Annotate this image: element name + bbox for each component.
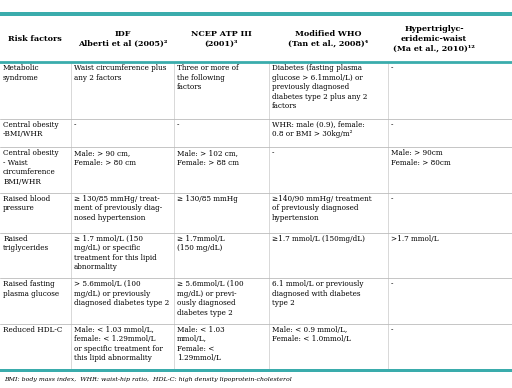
Text: ≥ 5.6mmol/L (100
mg/dL) or previ-
ously diagnosed
diabetes type 2: ≥ 5.6mmol/L (100 mg/dL) or previ- ously … [177, 280, 244, 317]
Text: -: - [391, 64, 394, 72]
Text: ≥140/90 mmHg/ treatment
of previously diagnosed
hypertension: ≥140/90 mmHg/ treatment of previously di… [272, 195, 372, 222]
Text: 6.1 mmol/L or previously
diagnosed with diabetes
type 2: 6.1 mmol/L or previously diagnosed with … [272, 280, 364, 307]
Text: NCEP ATP III
(2001)³: NCEP ATP III (2001)³ [191, 30, 252, 48]
Text: ≥1.7 mmol/L (150mg/dL): ≥1.7 mmol/L (150mg/dL) [272, 235, 365, 243]
Text: Waist circumference plus
any 2 factors: Waist circumference plus any 2 factors [74, 64, 166, 81]
Text: Raised blood
pressure: Raised blood pressure [3, 195, 50, 212]
Text: Central obesity
- Waist
circumference
BMI/WHR: Central obesity - Waist circumference BM… [3, 149, 59, 186]
Text: Male: < 1.03 mmol/L,
female: < 1.29mmol/L
or specific treatment for
this lipid a: Male: < 1.03 mmol/L, female: < 1.29mmol/… [74, 326, 163, 362]
Bar [0, 147, 512, 193]
Text: Male: > 102 cm,
Female: > 88 cm: Male: > 102 cm, Female: > 88 cm [177, 149, 239, 167]
Text: Diabetes (fasting plasma
glucose > 6.1mmol/L) or
previously diagnosed
diabetes t: Diabetes (fasting plasma glucose > 6.1mm… [272, 64, 367, 110]
Text: IDF
Alberti et al (2005)²: IDF Alberti et al (2005)² [78, 30, 167, 48]
Text: ≥ 130/85 mmHg/ treat-
ment of previously diag-
nosed hypertension: ≥ 130/85 mmHg/ treat- ment of previously… [74, 195, 162, 222]
Text: Hypertriglyc-
eridemic-waist
(Ma et al., 2010)¹²: Hypertriglyc- eridemic-waist (Ma et al.,… [393, 25, 475, 53]
Bar [0, 16, 512, 62]
Text: Modified WHO
(Tan et al., 2008)⁴: Modified WHO (Tan et al., 2008)⁴ [288, 30, 369, 48]
Text: Central obesity
-BMI/WHR: Central obesity -BMI/WHR [3, 121, 59, 139]
Text: -: - [391, 121, 394, 129]
Text: WHR: male (0.9), female:
0.8 or BMI > 30kg/m²: WHR: male (0.9), female: 0.8 or BMI > 30… [272, 121, 365, 139]
Text: Male: < 0.9 mmol/L,
Female: < 1.0mmol/L: Male: < 0.9 mmol/L, Female: < 1.0mmol/L [272, 326, 351, 343]
Text: -: - [272, 149, 274, 158]
Bar [0, 12, 512, 16]
Bar [0, 193, 512, 233]
Text: ≥ 1.7 mmol/L (150
mg/dL) or specific
treatment for this lipid
abnormality: ≥ 1.7 mmol/L (150 mg/dL) or specific tre… [74, 235, 157, 271]
Text: Reduced HDL-C: Reduced HDL-C [3, 326, 62, 334]
Bar [0, 324, 512, 369]
Text: Risk factors: Risk factors [9, 35, 62, 43]
Text: ≥ 130/85 mmHg: ≥ 130/85 mmHg [177, 195, 238, 203]
Bar [0, 233, 512, 278]
Text: Metabolic
syndrome: Metabolic syndrome [3, 64, 40, 81]
Text: Male: > 90 cm,
Female: > 80 cm: Male: > 90 cm, Female: > 80 cm [74, 149, 136, 167]
Bar [0, 62, 512, 119]
Text: -: - [391, 326, 394, 334]
Text: -: - [74, 121, 76, 129]
Text: Three or more of
the following
factors: Three or more of the following factors [177, 64, 239, 91]
Text: -: - [177, 121, 180, 129]
Bar [0, 119, 512, 147]
Text: ≥ 1.7mmol/L
(150 mg/dL): ≥ 1.7mmol/L (150 mg/dL) [177, 235, 225, 252]
Text: > 5.6mmol/L (100
mg/dL) or previously
diagnosed diabetes type 2: > 5.6mmol/L (100 mg/dL) or previously di… [74, 280, 169, 307]
Text: Raised fasting
plasma glucose: Raised fasting plasma glucose [3, 280, 59, 298]
Bar [0, 278, 512, 324]
Text: Male: < 1.03
mmol/L,
Female: <
1.29mmol/L: Male: < 1.03 mmol/L, Female: < 1.29mmol/… [177, 326, 225, 362]
Text: >1.7 mmol/L: >1.7 mmol/L [391, 235, 439, 243]
Text: -: - [391, 195, 394, 203]
Text: -: - [391, 280, 394, 288]
Text: Male: > 90cm
Female: > 80cm: Male: > 90cm Female: > 80cm [391, 149, 451, 167]
Text: BMI: body mass index,  WHR: waist-hip ratio,  HDL-C: high density lipoprotein-ch: BMI: body mass index, WHR: waist-hip rat… [4, 377, 292, 382]
Bar [0, 369, 512, 372]
Text: Raised
triglycerides: Raised triglycerides [3, 235, 49, 252]
